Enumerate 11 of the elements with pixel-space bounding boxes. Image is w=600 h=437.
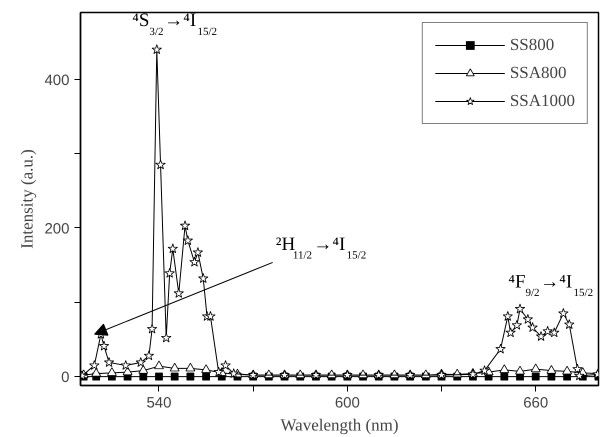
y-tick-label: 0	[61, 369, 70, 386]
x-axis-title: Wavelength (nm)	[280, 416, 399, 434]
y-tick-label: 400	[44, 72, 70, 89]
legend-label: SS800	[510, 35, 554, 55]
x-tick-label: 540	[146, 394, 172, 412]
legend-label: SSA1000	[510, 91, 575, 111]
y-tick-label: 200	[44, 220, 70, 238]
x-tick-label: 600	[334, 394, 360, 412]
legend-label: SSA800	[510, 63, 566, 83]
x-tick-label: 660	[523, 394, 548, 412]
y-axis-title: Intensity (a.u.)	[17, 149, 36, 249]
